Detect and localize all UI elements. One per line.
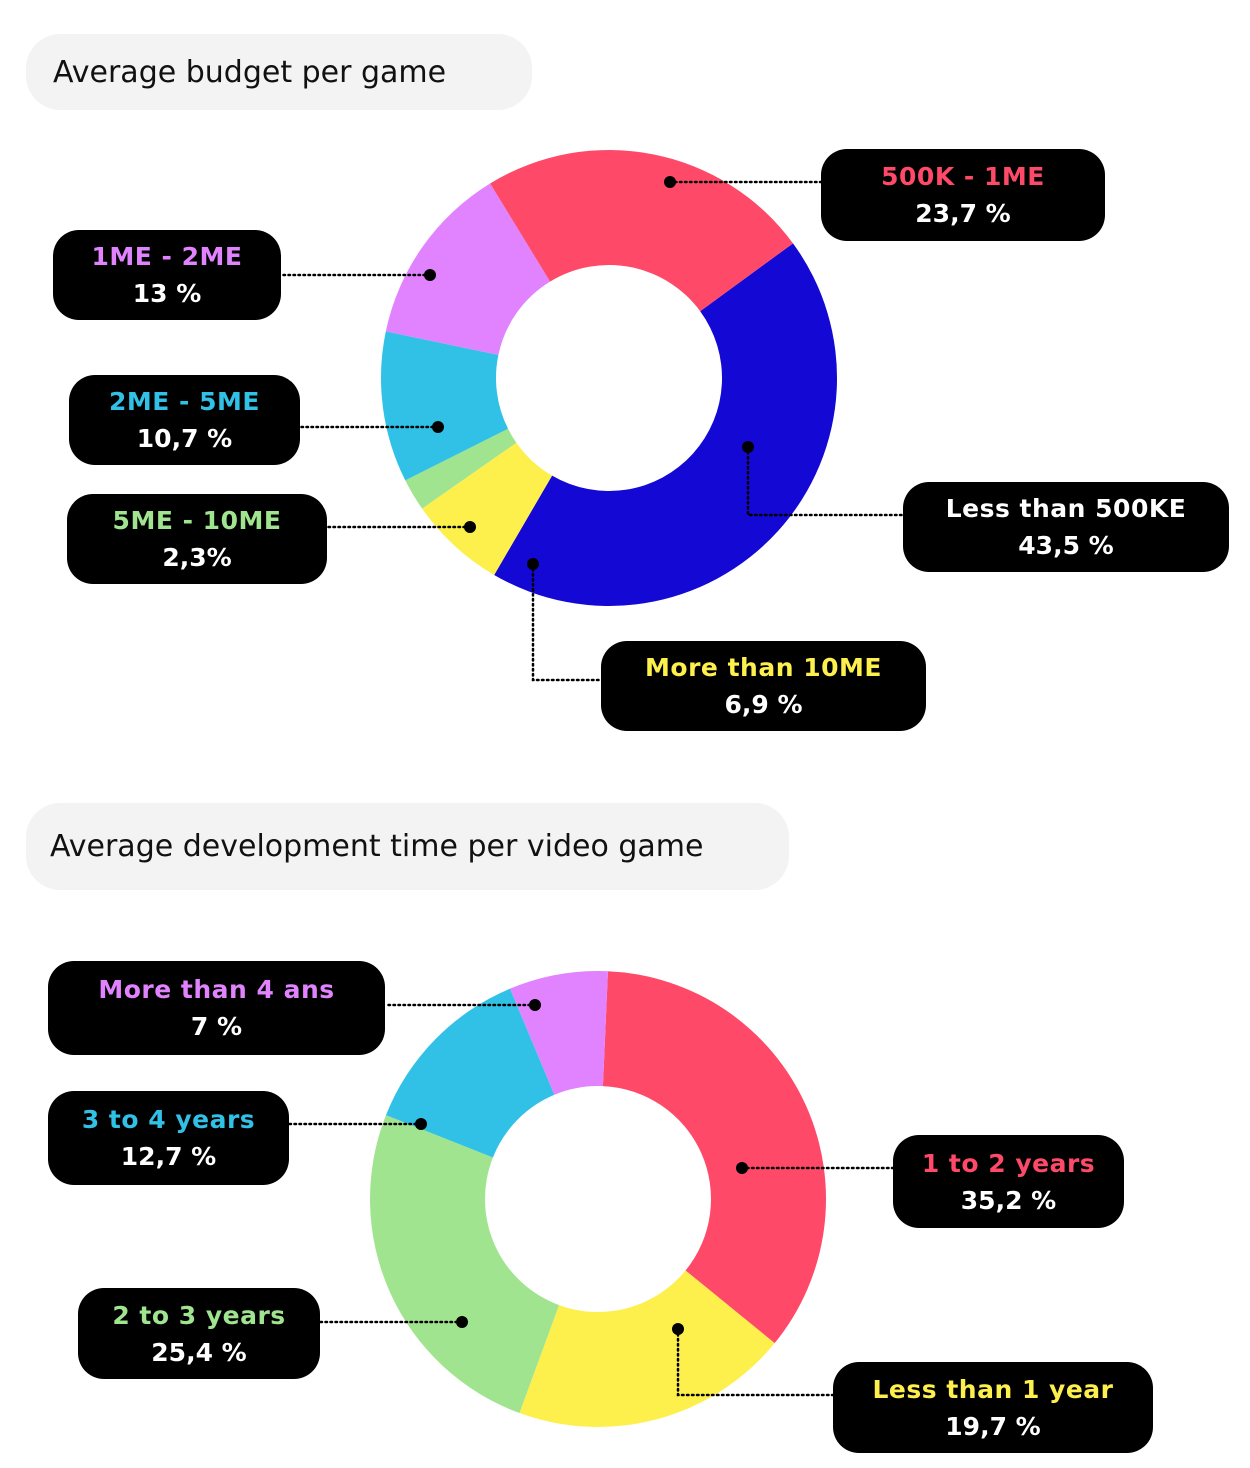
devtime-slice-less-than-1-year [519,1270,775,1427]
devtime-leader-line-less-than-1-year [676,1327,835,1397]
budget-leader-dot-500k-1me [664,176,676,188]
devtime-chart-title: Average development time per video game [26,803,789,890]
budget-label-more-than-10me: More than 10ME 6,9 % [601,641,926,731]
devtime-leader-dot-1-to-2-years [736,1162,748,1174]
budget-slice-more-than-10me [422,442,553,575]
slice-label: More than 10ME [645,653,882,682]
budget-leader-dot-5me-10me [464,521,476,533]
budget-label-2me-5me: 2ME - 5ME 10,7 % [69,375,300,465]
slice-label: More than 4 ans [98,975,335,1004]
slice-label: 2ME - 5ME [109,387,260,416]
slice-value: 10,7 % [136,424,233,453]
devtime-label-1-to-2-years: 1 to 2 years 35,2 % [893,1135,1124,1228]
slice-label: Less than 1 year [872,1374,1114,1404]
slice-label: 1 to 2 years [921,1148,1096,1178]
budget-leader-dot-more-than-10me [527,558,539,570]
budget-leader-line-more-than-10me [531,562,603,682]
slice-label: 500K - 1ME [881,162,1045,191]
budget-slice-1me-2me [385,183,551,355]
slice-label: 1ME - 2ME [91,242,243,271]
slice-value: 13 % [132,279,202,308]
devtime-leader-dot-more-than-4-ans [529,999,541,1011]
slice-label: 2 to 3 years [112,1300,286,1330]
devtime-leader-dot-2-to-3-years [456,1316,468,1328]
budget-chart-title: Average budget per game [26,34,532,110]
budget-leader-dot-less-than-500ke [742,441,754,453]
devtime-chart-title-text: Average development time per video game [50,829,704,864]
devtime-slice-3-to-4-years [385,988,555,1158]
slice-value: 7 % [190,1012,243,1041]
devtime-slice-1-to-2-years [602,971,827,1344]
budget-leader-dot-1me-2me [424,269,436,281]
slice-label: 3 to 4 years [81,1105,256,1134]
devtime-slice-2-to-3-years [370,1115,560,1414]
budget-label-500k-1me: 500K - 1ME 23,7 % [821,149,1105,241]
slice-value: 12,7 % [120,1142,217,1171]
slice-label: 5ME - 10ME [112,506,282,535]
budget-chart-title-text: Average budget per game [53,54,447,90]
budget-label-less-than-500ke: Less than 500KE 43,5 % [903,482,1229,572]
budget-slice-500k-1me [490,150,793,312]
budget-label-1me-2me: 1ME - 2ME 13 % [53,230,281,320]
slice-value: 2,3% [162,543,232,572]
budget-label-5me-10me: 5ME - 10ME 2,3% [67,494,327,584]
slice-value: 35,2 % [960,1185,1057,1215]
devtime-label-more-than-4-ans: More than 4 ans 7 % [48,961,385,1055]
budget-leader-line-less-than-500ke [746,445,905,517]
devtime-label-3-to-4-years: 3 to 4 years 12,7 % [48,1091,289,1185]
slice-value: 43,5 % [1018,531,1114,560]
slice-value: 19,7 % [945,1411,1041,1441]
devtime-leader-dot-less-than-1-year [672,1323,684,1335]
slice-label: Less than 500KE [945,494,1187,523]
budget-leader-dot-2me-5me [432,421,444,433]
slice-value: 25,4 % [151,1337,247,1367]
devtime-leader-dot-3-to-4-years [415,1118,427,1130]
budget-slice-5me-10me [405,428,517,509]
devtime-label-less-than-1-year: Less than 1 year 19,7 % [833,1362,1153,1453]
budget-slice-2me-5me [381,331,509,481]
slice-value: 6,9 % [724,690,803,719]
slice-value: 23,7 % [915,199,1011,228]
budget-slice-less-than-500ke [494,243,837,606]
devtime-label-2-to-3-years: 2 to 3 years 25,4 % [78,1288,320,1379]
